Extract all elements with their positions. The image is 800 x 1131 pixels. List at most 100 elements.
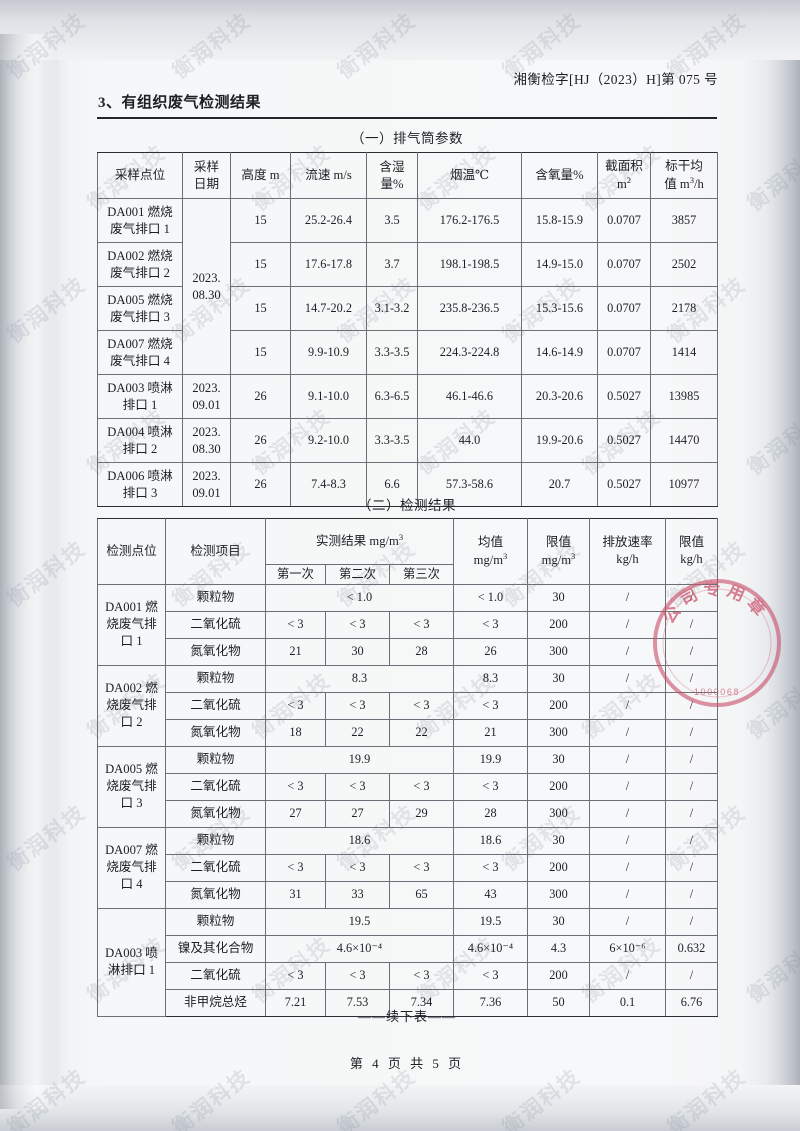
humidity-cell: 3.3-3.5: [366, 418, 418, 463]
measured-value-merged-cell: 19.9: [265, 745, 454, 774]
measured-value-merged-cell: 19.5: [265, 907, 454, 936]
emission-rate-cell: /: [589, 880, 666, 909]
measured-run3-cell: < 3: [389, 610, 454, 639]
run1-header: 第一次: [265, 564, 326, 585]
measured-run3-cell: < 3: [389, 772, 454, 801]
emission-rate-cell: /: [589, 961, 666, 990]
height-cell: 15: [230, 330, 291, 375]
measured-value-merged-cell: 18.6: [265, 826, 454, 855]
limit-value-cell: 200: [527, 961, 590, 990]
test-item-cell: 氮氧化物: [165, 718, 266, 747]
sampling-point-cell: DA002 燃烧 废气排口 2: [97, 242, 183, 287]
measured-run2-cell: < 3: [325, 610, 390, 639]
area-cell: 0.5027: [597, 374, 651, 419]
temperature-cell: 224.3-224.8: [417, 330, 522, 375]
test-item-cell: 氮氧化物: [165, 880, 266, 909]
humidity-cell: 3.5: [366, 198, 418, 243]
rate-limit-cell: /: [665, 880, 718, 909]
measured-run1-cell: 27: [265, 799, 326, 828]
measured-value-merged-cell: 8.3: [265, 664, 454, 693]
monitoring-point-cell: DA007 燃烧废气排口 4: [97, 826, 166, 909]
rate-limit-cell: /: [665, 718, 718, 747]
height-cell: 26: [230, 462, 291, 507]
limit-value-cell: 30: [527, 745, 590, 774]
test-item-cell: 二氧化硫: [165, 853, 266, 882]
section-title: 3、有组织废气检测结果: [98, 95, 262, 111]
area-header: 截面积 m2: [597, 152, 651, 199]
measured-run1-cell: 31: [265, 880, 326, 909]
height-header: 高度 m: [230, 152, 291, 199]
stack-table-row: DA004 喷淋 排口 2 2023. 08.30 26 9.2-10.0 3.3-3.5 4…: [97, 418, 718, 463]
rate-limit-cell: /: [665, 691, 718, 720]
rate-limit-cell: /: [665, 961, 718, 990]
humidity-header: 含湿 量%: [366, 152, 418, 199]
oxygen-cell: 15.3-15.6: [521, 286, 598, 331]
report-code: 湘衡检字[HJ（2023）H]第 075 号: [513, 72, 718, 87]
test-item-cell: 二氧化硫: [165, 691, 266, 720]
rate-limit-cell: 6.76: [665, 988, 718, 1017]
sampling-point-cell: DA003 喷淋 排口 1: [97, 374, 183, 419]
emission-rate-cell: /: [589, 583, 666, 612]
mean-value-cell: 43: [453, 880, 528, 909]
run2-header: 第二次: [325, 564, 390, 585]
rate-limit-cell: /: [665, 907, 718, 936]
mean-value-cell: 18.6: [453, 826, 528, 855]
humidity-cell: 3.7: [366, 242, 418, 287]
rate-limit-cell: /: [665, 853, 718, 882]
emission-rate-cell: /: [589, 745, 666, 774]
limit-value-cell: 300: [527, 799, 590, 828]
test-item-cell: 二氧化硫: [165, 772, 266, 801]
emission-rate-cell: /: [589, 772, 666, 801]
measured-run1-cell: < 3: [265, 772, 326, 801]
measured-run1-cell: 7.21: [265, 988, 326, 1017]
monitoring-point-cell: DA005 燃烧废气排口 3: [97, 745, 166, 828]
area-cell: 0.0707: [597, 286, 651, 331]
measured-run3-cell: < 3: [389, 961, 454, 990]
measured-run2-cell: 27: [325, 799, 390, 828]
velocity-cell: 9.2-10.0: [290, 418, 367, 463]
sampling-date-cell: 2023. 08.30: [182, 418, 231, 463]
limit-value-cell: 200: [527, 610, 590, 639]
measured-value-merged-cell: 4.6×10⁻⁴: [265, 934, 454, 963]
limit-value-cell: 300: [527, 637, 590, 666]
rate-limit-cell: /: [665, 583, 718, 612]
rate-limit-cell: /: [665, 745, 718, 774]
measured-run3-cell: < 3: [389, 853, 454, 882]
measured-run2-cell: 7.53: [325, 988, 390, 1017]
emission-rate-cell: 6×10⁻⁶: [589, 934, 666, 963]
results-table-row: 非甲烷总烃 7.21 7.53 7.34 7.36 50 0.1 6.76: [98, 988, 718, 1017]
rate-limit-cell: /: [665, 610, 718, 639]
temperature-cell: 57.3-58.6: [417, 462, 522, 507]
continued-note: ——续下表——: [357, 1009, 456, 1024]
results-table-row: DA001 燃烧废气排口 1 颗粒物 < 1.0 < 1.0 30//: [97, 583, 718, 666]
results-table-row: 镍及其化合物 4.6×10⁻⁴ 4.6×10⁻⁴ 4.3 6×10⁻⁶ 0.632: [98, 934, 718, 963]
velocity-cell: 25.2-26.4: [290, 198, 367, 243]
limit-value-cell: 50: [527, 988, 590, 1017]
velocity-cell: 9.1-10.0: [290, 374, 367, 419]
test-item-cell: 颗粒物: [165, 907, 266, 936]
monitoring-point-cell: DA003 喷淋排口 1: [97, 907, 166, 1017]
emission-rate-cell: /: [589, 853, 666, 882]
measured-run2-cell: 33: [325, 880, 390, 909]
test-item-cell: 二氧化硫: [165, 961, 266, 990]
stack-table-header-row: 采样点位 采样 日期 高度 m 流速 m/s 含湿 量% 烟温℃ 含氧量% 截面积 m2 标干均值 m…: [97, 152, 718, 199]
sampling-date-cell: 2023. 09.01: [182, 374, 231, 419]
test-item-cell: 二氧化硫: [165, 610, 266, 639]
velocity-cell: 17.6-17.8: [290, 242, 367, 287]
results-header-row-runs: 第一次 第二次 第三次: [98, 564, 718, 585]
rate-limit-cell: /: [665, 637, 718, 666]
results-table-row: DA007 燃烧废气排口 4 颗粒物 18.6 18.6 30//: [97, 826, 718, 909]
velocity-cell: 14.7-20.2: [290, 286, 367, 331]
results-table-row: DA005 燃烧废气排口 3 颗粒物 19.9 19.9 30//: [97, 745, 718, 828]
stack-table-row: DA003 喷淋 排口 1 2023. 09.01 26 9.1-10.0 6.3-6.5 4…: [97, 374, 718, 419]
oxygen-cell: 20.3-20.6: [521, 374, 598, 419]
limit-value-cell: 200: [527, 691, 590, 720]
measured-run2-cell: < 3: [325, 691, 390, 720]
measured-run2-cell: 22: [325, 718, 390, 747]
item-header: 检测项目: [165, 518, 266, 585]
measured-run3-cell: 29: [389, 799, 454, 828]
paper-bottom-shadow: [0, 1085, 800, 1131]
results-table-row: 二氧化硫 < 3 < 3 < 3 < 3 200//: [98, 610, 718, 639]
mean-value-cell: < 3: [453, 772, 528, 801]
date-header: 采样 日期: [182, 152, 231, 199]
